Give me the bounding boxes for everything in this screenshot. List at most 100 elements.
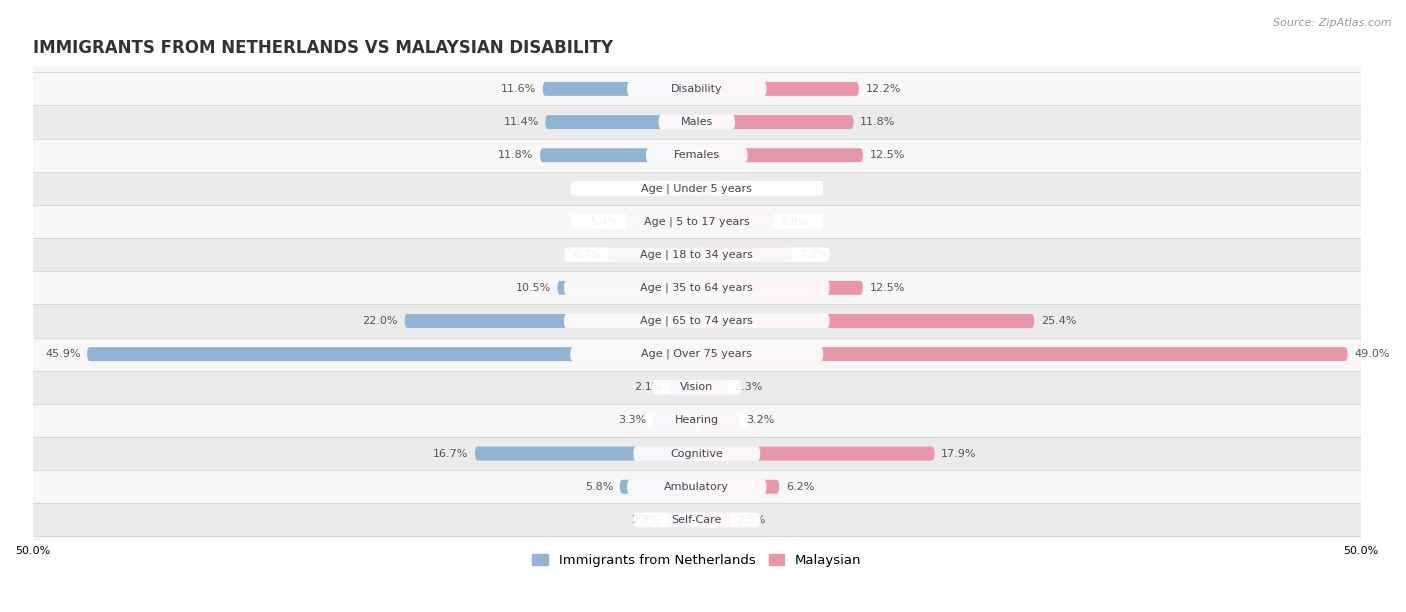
- Text: 5.8%: 5.8%: [585, 482, 613, 491]
- Text: IMMIGRANTS FROM NETHERLANDS VS MALAYSIAN DISABILITY: IMMIGRANTS FROM NETHERLANDS VS MALAYSIAN…: [32, 40, 613, 58]
- FancyBboxPatch shape: [658, 115, 735, 129]
- FancyBboxPatch shape: [678, 181, 697, 195]
- FancyBboxPatch shape: [697, 314, 1035, 328]
- FancyBboxPatch shape: [633, 513, 761, 527]
- Legend: Immigrants from Netherlands, Malaysian: Immigrants from Netherlands, Malaysian: [527, 549, 866, 573]
- FancyBboxPatch shape: [697, 248, 793, 261]
- Text: 5.4%: 5.4%: [591, 217, 619, 226]
- Text: 3.3%: 3.3%: [619, 416, 647, 425]
- Text: 7.2%: 7.2%: [799, 250, 828, 259]
- FancyBboxPatch shape: [633, 446, 761, 461]
- Text: Age | 35 to 64 years: Age | 35 to 64 years: [640, 283, 754, 293]
- FancyBboxPatch shape: [564, 247, 830, 262]
- FancyBboxPatch shape: [697, 115, 853, 129]
- Text: 2.3%: 2.3%: [734, 382, 762, 392]
- Text: Self-Care: Self-Care: [672, 515, 721, 525]
- Text: 12.2%: 12.2%: [866, 84, 901, 94]
- Text: Age | 65 to 74 years: Age | 65 to 74 years: [640, 316, 754, 326]
- FancyBboxPatch shape: [564, 314, 830, 328]
- Bar: [32, 304, 1361, 338]
- Text: Age | 18 to 34 years: Age | 18 to 34 years: [640, 250, 754, 260]
- Bar: [32, 338, 1361, 371]
- FancyBboxPatch shape: [697, 447, 935, 461]
- Text: 2.5%: 2.5%: [737, 515, 765, 525]
- Text: 16.7%: 16.7%: [433, 449, 468, 458]
- Text: Males: Males: [681, 117, 713, 127]
- Bar: [32, 271, 1361, 304]
- Bar: [32, 437, 1361, 470]
- Text: 12.5%: 12.5%: [869, 150, 905, 160]
- FancyBboxPatch shape: [652, 414, 697, 427]
- FancyBboxPatch shape: [627, 81, 766, 96]
- Text: 22.0%: 22.0%: [363, 316, 398, 326]
- FancyBboxPatch shape: [626, 215, 697, 228]
- Text: 11.8%: 11.8%: [498, 150, 533, 160]
- FancyBboxPatch shape: [607, 248, 697, 261]
- FancyBboxPatch shape: [645, 413, 748, 428]
- Text: Ambulatory: Ambulatory: [664, 482, 730, 491]
- Bar: [32, 238, 1361, 271]
- FancyBboxPatch shape: [669, 380, 697, 394]
- Text: Vision: Vision: [681, 382, 713, 392]
- Text: 6.7%: 6.7%: [572, 250, 602, 259]
- Text: 45.9%: 45.9%: [45, 349, 80, 359]
- FancyBboxPatch shape: [652, 380, 741, 395]
- FancyBboxPatch shape: [627, 479, 766, 494]
- FancyBboxPatch shape: [697, 347, 1348, 361]
- FancyBboxPatch shape: [697, 181, 714, 195]
- Text: 1.4%: 1.4%: [643, 184, 672, 193]
- Bar: [32, 205, 1361, 238]
- FancyBboxPatch shape: [697, 82, 859, 96]
- FancyBboxPatch shape: [697, 513, 730, 527]
- Text: Disability: Disability: [671, 84, 723, 94]
- FancyBboxPatch shape: [571, 181, 824, 196]
- Text: Cognitive: Cognitive: [671, 449, 723, 458]
- FancyBboxPatch shape: [475, 447, 697, 461]
- Bar: [32, 470, 1361, 503]
- FancyBboxPatch shape: [620, 480, 697, 494]
- Text: 49.0%: 49.0%: [1354, 349, 1389, 359]
- Text: Age | 5 to 17 years: Age | 5 to 17 years: [644, 216, 749, 227]
- Bar: [32, 503, 1361, 537]
- Bar: [32, 172, 1361, 205]
- FancyBboxPatch shape: [540, 148, 697, 162]
- Text: 10.5%: 10.5%: [516, 283, 551, 293]
- Text: 12.5%: 12.5%: [869, 283, 905, 293]
- FancyBboxPatch shape: [697, 281, 863, 295]
- Text: 25.4%: 25.4%: [1040, 316, 1077, 326]
- Text: 2.1%: 2.1%: [634, 382, 662, 392]
- Bar: [32, 404, 1361, 437]
- FancyBboxPatch shape: [666, 513, 697, 527]
- Text: 11.4%: 11.4%: [503, 117, 538, 127]
- Text: Age | Over 75 years: Age | Over 75 years: [641, 349, 752, 359]
- FancyBboxPatch shape: [546, 115, 697, 129]
- Bar: [32, 105, 1361, 139]
- FancyBboxPatch shape: [697, 480, 779, 494]
- FancyBboxPatch shape: [557, 281, 697, 295]
- Text: 1.3%: 1.3%: [721, 184, 749, 193]
- FancyBboxPatch shape: [697, 215, 773, 228]
- FancyBboxPatch shape: [697, 148, 863, 162]
- FancyBboxPatch shape: [87, 347, 697, 361]
- Bar: [32, 139, 1361, 172]
- FancyBboxPatch shape: [571, 214, 824, 229]
- Text: 11.8%: 11.8%: [860, 117, 896, 127]
- FancyBboxPatch shape: [697, 380, 727, 394]
- Text: 3.2%: 3.2%: [747, 416, 775, 425]
- FancyBboxPatch shape: [697, 414, 740, 427]
- FancyBboxPatch shape: [564, 280, 830, 295]
- FancyBboxPatch shape: [543, 82, 697, 96]
- Text: 11.6%: 11.6%: [501, 84, 536, 94]
- Text: 17.9%: 17.9%: [941, 449, 977, 458]
- Text: Source: ZipAtlas.com: Source: ZipAtlas.com: [1274, 18, 1392, 28]
- FancyBboxPatch shape: [405, 314, 697, 328]
- Text: 5.8%: 5.8%: [780, 217, 808, 226]
- Text: Age | Under 5 years: Age | Under 5 years: [641, 183, 752, 193]
- Text: Hearing: Hearing: [675, 416, 718, 425]
- Text: 2.3%: 2.3%: [631, 515, 659, 525]
- FancyBboxPatch shape: [571, 347, 824, 362]
- Bar: [32, 371, 1361, 404]
- Text: Females: Females: [673, 150, 720, 160]
- Bar: [32, 72, 1361, 105]
- FancyBboxPatch shape: [645, 148, 748, 163]
